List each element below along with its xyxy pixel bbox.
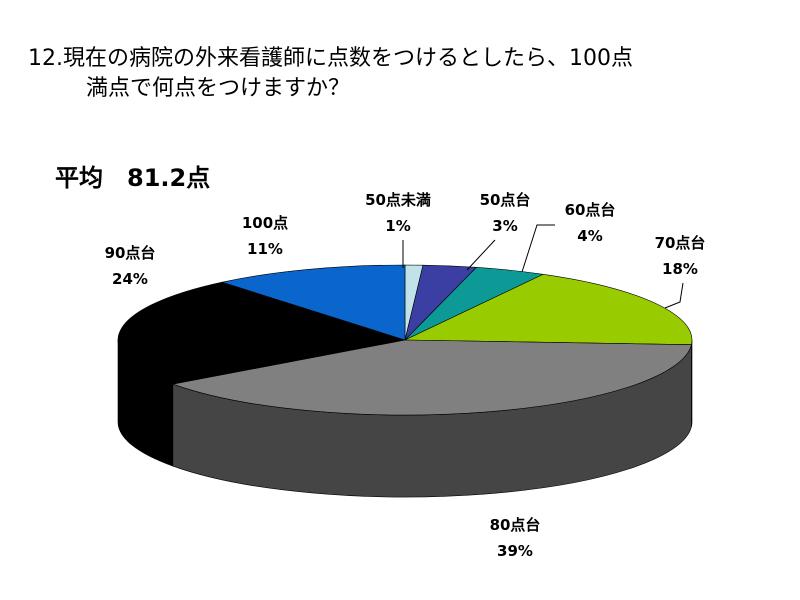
slice-category-label: 100点 [242, 214, 288, 232]
slice-value-label: 11% [247, 240, 283, 258]
slice-category-label: 50点台 [480, 191, 531, 209]
slice-value-label: 4% [577, 227, 602, 245]
average-score: 平均 81.2点 [55, 164, 211, 192]
pie-slice-4 [404, 273, 693, 346]
slice-value-label: 1% [385, 217, 410, 235]
slice-category-label: 80点台 [490, 516, 541, 534]
leader-line-3 [521, 224, 555, 273]
question-line-2: 満点で何点をつけますか？ [86, 76, 351, 101]
pie-top [117, 264, 693, 416]
slice-value-label: 18% [662, 260, 698, 278]
slice-category-label: 50点未満 [365, 191, 431, 209]
pie-labels: 50点未満 1% 50点台 3% 60点台 4% 70点台 18% 80点台 39% 90点台 24%… [105, 191, 706, 560]
pie-slice-5 [171, 339, 692, 416]
question-text: 12.現在の病院の外来看護師に点数をつけるとしたら、100点 満点で何点をつけま… [28, 44, 788, 104]
leader-line-4 [664, 282, 684, 309]
slice-category-label: 90点台 [105, 244, 156, 262]
question-line-1: 12.現在の病院の外来看護師に点数をつけるとしたら、100点 [28, 46, 633, 71]
slice-category-label: 60点台 [565, 201, 616, 219]
slice-category-label: 70点台 [655, 234, 706, 252]
leader-line-2 [466, 239, 496, 271]
pie-slice-7 [220, 264, 406, 341]
slice-value-label: 3% [492, 217, 517, 235]
slice-value-label: 24% [112, 270, 148, 288]
pie-slice-6 [117, 281, 406, 385]
slice-value-label: 39% [497, 542, 533, 560]
